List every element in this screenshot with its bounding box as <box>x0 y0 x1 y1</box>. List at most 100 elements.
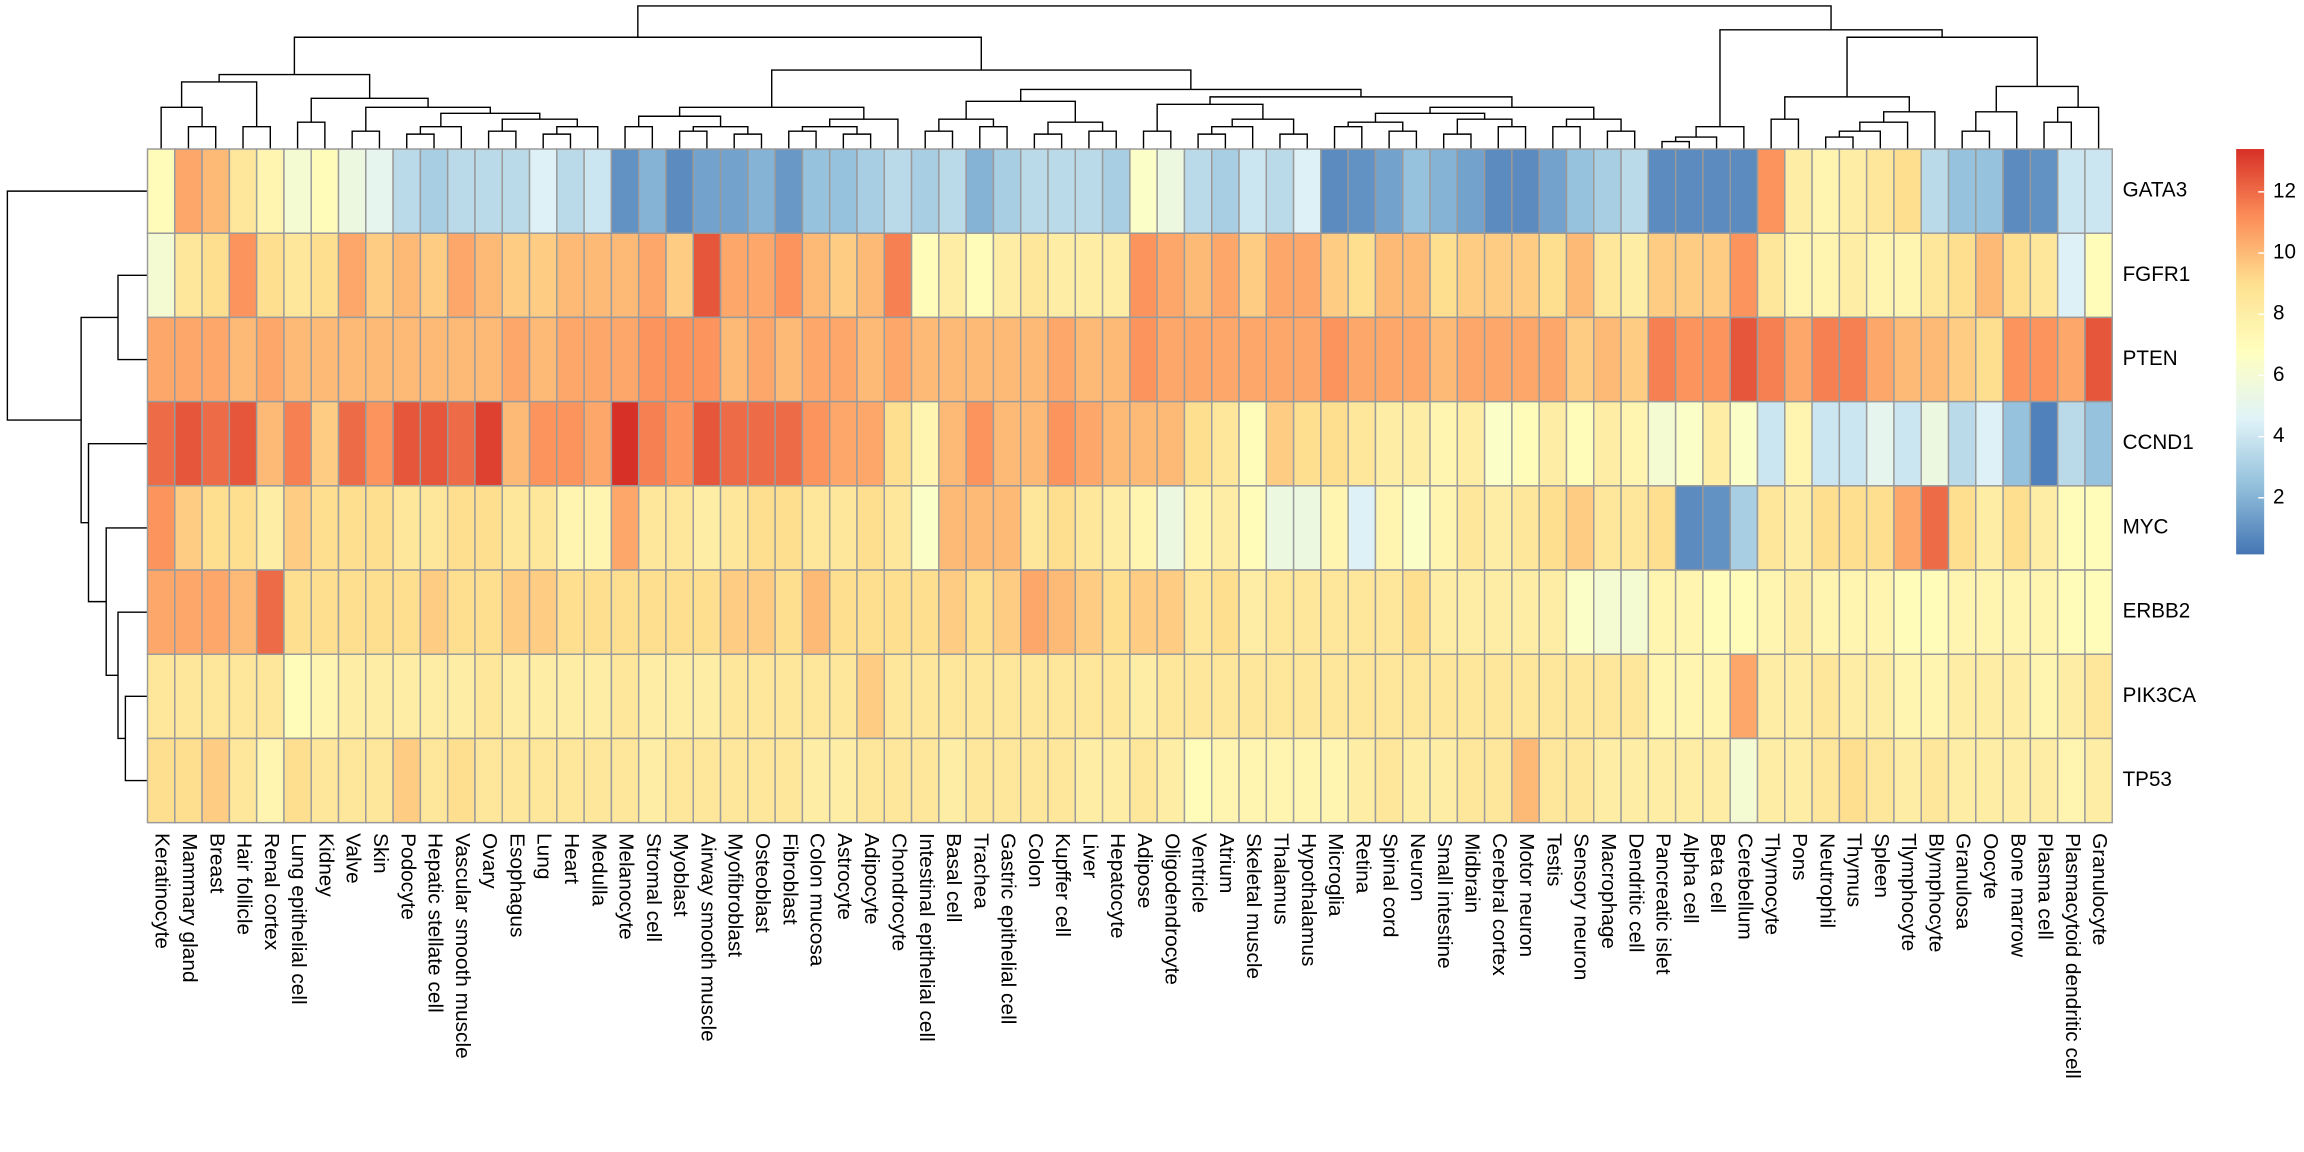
heatmap-cell <box>1975 232 2004 319</box>
heatmap-cell <box>283 737 312 824</box>
column-label: Thymus <box>1843 833 1866 907</box>
legend-tick-label: 12 <box>2273 179 2296 202</box>
heatmap-cell <box>774 316 804 403</box>
heatmap-cell <box>1456 400 1486 487</box>
column-label: Pancreatic islet <box>1652 833 1675 975</box>
heatmap-cell <box>501 737 531 824</box>
column-label: Kidney <box>314 833 337 897</box>
heatmap-cell <box>1865 148 1895 234</box>
heatmap-cell <box>883 485 913 571</box>
heatmap-cell <box>692 232 722 319</box>
heatmap-cell <box>1129 316 1158 403</box>
heatmap-cell <box>1702 569 1731 655</box>
heatmap-cell <box>1811 737 1841 824</box>
heatmap-cell <box>528 316 558 403</box>
column-label: Renal cortex <box>260 833 283 951</box>
heatmap-cell <box>2084 737 2113 824</box>
heatmap-cell <box>1647 569 1677 655</box>
heatmap-cell <box>1019 148 1049 234</box>
heatmap-cell <box>1920 569 1950 655</box>
heatmap-cell <box>1674 653 1704 740</box>
row-label: FGFR1 <box>2123 263 2191 286</box>
heatmap-cell <box>392 316 422 403</box>
heatmap-cell <box>201 485 231 571</box>
heatmap-cell <box>1265 400 1295 487</box>
heatmap-cell <box>747 653 776 740</box>
heatmap-cell <box>1374 653 1404 740</box>
heatmap-cell <box>1074 316 1104 403</box>
heatmap-cell <box>965 232 995 319</box>
heatmap-cell <box>1620 232 1650 319</box>
heatmap-cell <box>1729 737 1759 824</box>
heatmap-cell <box>992 737 1022 824</box>
heatmap-cell <box>1538 653 1568 740</box>
heatmap-cell <box>228 653 258 740</box>
heatmap-cell <box>1211 148 1240 234</box>
heatmap-cell <box>1374 148 1404 234</box>
heatmap-cell <box>1729 316 1759 403</box>
heatmap-cell <box>1565 232 1595 319</box>
heatmap-cell <box>965 653 995 740</box>
heatmap-cell <box>310 569 340 655</box>
heatmap-cell <box>938 485 967 571</box>
column-label: Thalamus <box>1270 833 1293 925</box>
heatmap-cell <box>1347 148 1377 234</box>
heatmap-cell <box>1047 316 1077 403</box>
heatmap-cell <box>1347 485 1377 571</box>
heatmap-cell <box>1265 569 1295 655</box>
heatmap-cell <box>501 569 531 655</box>
heatmap-cell <box>2056 485 2086 571</box>
heatmap-cell <box>1702 400 1731 487</box>
heatmap-cell <box>337 569 367 655</box>
column-label: Oligodendrocyte <box>1160 833 1183 985</box>
heatmap-cell <box>1101 400 1131 487</box>
heatmap-cell <box>1429 232 1459 319</box>
heatmap-cell <box>474 653 503 740</box>
heatmap-cell <box>801 737 831 824</box>
heatmap-cell <box>1211 485 1240 571</box>
column-label: Vascular smooth muscle <box>451 833 474 1059</box>
heatmap-cell <box>174 653 203 740</box>
heatmap-cell <box>1702 653 1731 740</box>
heatmap-cell <box>637 737 667 824</box>
heatmap-cell <box>1183 148 1213 234</box>
heatmap-cell <box>610 148 640 234</box>
heatmap-cell <box>1674 400 1704 487</box>
heatmap-cell <box>1702 232 1731 319</box>
column-label: Colon mucosa <box>806 833 829 967</box>
heatmap-cell <box>1238 400 1268 487</box>
heatmap-cell <box>1756 653 1786 740</box>
heatmap-cell <box>1511 653 1540 740</box>
heatmap-cell <box>1620 653 1650 740</box>
heatmap-cell <box>1238 485 1268 571</box>
heatmap-cell <box>719 232 749 319</box>
heatmap-cell <box>719 653 749 740</box>
column-label: Neutrophil <box>1815 833 1838 928</box>
heatmap-cell <box>1593 653 1622 740</box>
heatmap-cell <box>1347 400 1377 487</box>
heatmap-cell <box>747 737 776 824</box>
heatmap-cell <box>938 400 967 487</box>
column-label: Atrium <box>1215 833 1238 893</box>
row-label: CCND1 <box>2123 431 2194 454</box>
heatmap-cell <box>610 232 640 319</box>
heatmap-cell <box>446 485 476 571</box>
heatmap-cell <box>719 316 749 403</box>
heatmap-cell <box>1320 232 1349 319</box>
heatmap-cell <box>419 148 449 234</box>
column-label: Kupffer cell <box>1051 833 1074 937</box>
heatmap-cell <box>1101 148 1131 234</box>
column-label: Adipose <box>1133 833 1156 908</box>
heatmap-cell <box>1211 232 1240 319</box>
heatmap-cell <box>583 148 613 234</box>
heatmap-cell <box>1211 653 1240 740</box>
column-label: Astrocyte <box>833 833 856 920</box>
heatmap-cell <box>1647 485 1677 571</box>
heatmap-cell <box>856 232 886 319</box>
heatmap-cell <box>1947 148 1977 234</box>
heatmap-cell <box>665 569 695 655</box>
column-label: Hypothalamus <box>1297 833 1320 966</box>
heatmap-cell <box>392 400 422 487</box>
heatmap-cell <box>992 316 1022 403</box>
heatmap-cell <box>2056 316 2086 403</box>
